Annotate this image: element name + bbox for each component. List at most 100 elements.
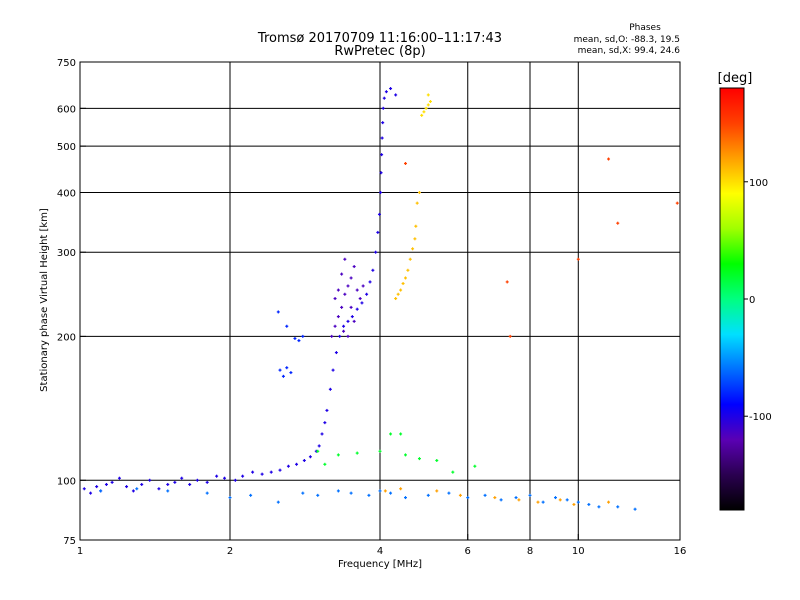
x-tick-label: 2 [227, 546, 233, 557]
data-point [406, 268, 410, 272]
data-point [125, 485, 129, 489]
data-point [426, 103, 430, 107]
data-point [403, 453, 407, 457]
data-point [352, 319, 356, 323]
y-tick-label: 100 [57, 476, 76, 487]
x-tick-label: 16 [674, 546, 687, 557]
data-point [376, 230, 380, 234]
data-point [223, 476, 227, 480]
phase-box-line-x: mean, sd,X: 99.4, 24.6 [578, 46, 681, 56]
data-point [417, 457, 421, 461]
data-point [308, 455, 312, 459]
data-point [278, 468, 282, 472]
data-point [301, 334, 305, 338]
data-point [302, 458, 306, 462]
x-tick-label: 1 [77, 546, 83, 557]
data-point [317, 444, 321, 448]
data-point [675, 201, 679, 205]
data-point [251, 470, 255, 474]
data-point [473, 464, 477, 468]
data-point [389, 491, 393, 495]
data-point [350, 315, 354, 319]
data-point [499, 498, 503, 502]
y-tick-label: 400 [57, 188, 76, 199]
data-point [399, 432, 403, 436]
data-point [576, 257, 580, 261]
data-point [415, 201, 419, 205]
data-point [382, 96, 386, 100]
x-axis-label: Frequency [MHz] [338, 559, 422, 570]
data-point [428, 100, 432, 104]
data-point [195, 478, 199, 482]
data-point [408, 257, 412, 261]
data-point [426, 93, 430, 97]
data-point [338, 334, 342, 338]
data-point [281, 374, 285, 378]
data-point [342, 324, 346, 328]
data-point [316, 493, 320, 497]
data-point [403, 276, 407, 280]
phase-box-line-o: mean, sd,O: -88.3, 19.5 [574, 35, 680, 45]
data-point [333, 324, 337, 328]
data-point [241, 474, 245, 478]
y-tick-label: 750 [57, 58, 76, 69]
data-point [140, 482, 144, 486]
colorbar-tick-label: 0 [749, 295, 755, 306]
data-point [379, 190, 383, 194]
data-point [349, 305, 353, 309]
x-tick-label: 10 [572, 546, 585, 557]
data-point [148, 478, 152, 482]
data-point [607, 500, 611, 504]
data-point [399, 487, 403, 491]
data-point [379, 171, 383, 175]
data-point [276, 310, 280, 314]
data-point [447, 491, 451, 495]
data-point [401, 282, 405, 286]
data-point [131, 489, 135, 493]
data-point [110, 480, 114, 484]
data-point [157, 487, 161, 491]
data-point [295, 462, 299, 466]
axes: 1 2 4 6 8 10 16 75 100 200 300 400 500 600 750 [57, 58, 686, 557]
data-point [289, 371, 293, 375]
data-point [403, 161, 407, 165]
data-point [330, 334, 334, 338]
grid-lines [80, 62, 680, 540]
data-point [349, 276, 353, 280]
y-tick-label: 600 [57, 104, 76, 115]
data-point [346, 284, 350, 288]
data-point [378, 449, 382, 453]
data-point [173, 480, 177, 484]
y-tick-label: 200 [57, 332, 76, 343]
data-point [508, 334, 512, 338]
data-point [82, 487, 86, 491]
data-point [493, 496, 497, 500]
data-point [346, 319, 350, 323]
data-point [205, 480, 209, 484]
data-point [333, 297, 337, 301]
data-point [420, 113, 424, 117]
data-point [435, 458, 439, 462]
data-point [99, 489, 103, 493]
data-point [352, 265, 356, 269]
data-point [355, 288, 359, 292]
colorbar-gradient [719, 87, 745, 511]
data-point [587, 502, 591, 506]
data-point [249, 493, 253, 497]
data-point [607, 157, 611, 161]
y-tick-label: 500 [57, 142, 76, 153]
data-point [380, 153, 384, 157]
data-point [340, 305, 344, 309]
data-point [565, 498, 569, 502]
data-point [365, 292, 369, 296]
y-axis-label: Stationary phase Virtual Height [km] [39, 208, 50, 392]
data-point [135, 487, 139, 491]
data-point [381, 121, 385, 125]
data-point [180, 476, 184, 480]
data-point [466, 496, 470, 500]
colorbar: 100 0 -100 [719, 87, 772, 511]
x-tick-label: 4 [377, 546, 383, 557]
data-point [188, 482, 192, 486]
data-point [541, 500, 545, 504]
data-point [349, 491, 353, 495]
